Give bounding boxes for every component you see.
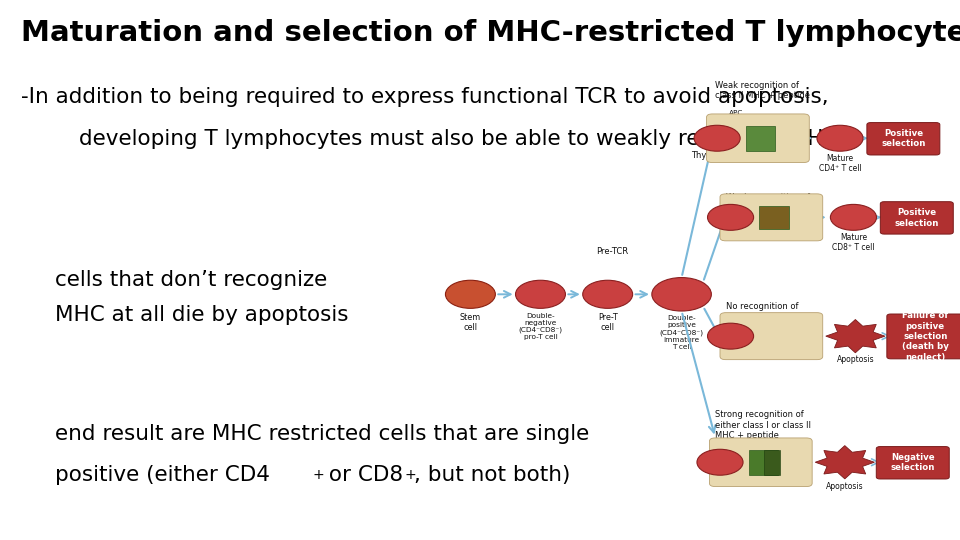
Circle shape <box>694 125 740 151</box>
Text: Double-
positive
(CD4⁻CD8⁻)
immature
T cell: Double- positive (CD4⁻CD8⁻) immature T c… <box>660 315 704 350</box>
Text: end result are MHC restricted cells that are single: end result are MHC restricted cells that… <box>55 424 589 444</box>
Text: Negative
selection: Negative selection <box>891 453 935 472</box>
Text: APC: APC <box>729 110 743 116</box>
FancyBboxPatch shape <box>887 314 960 359</box>
Text: -In addition to being required to express functional TCR to avoid apoptosis,: -In addition to being required to expres… <box>21 87 828 107</box>
Text: Mature
CD8⁺ T cell: Mature CD8⁺ T cell <box>832 233 875 252</box>
Text: Pre-TCR: Pre-TCR <box>596 247 629 256</box>
Polygon shape <box>815 446 875 479</box>
Circle shape <box>817 125 863 151</box>
FancyBboxPatch shape <box>759 206 789 229</box>
Circle shape <box>697 449 743 475</box>
FancyBboxPatch shape <box>746 126 776 151</box>
Circle shape <box>445 280 495 308</box>
Text: Mature
CD4⁺ T cell: Mature CD4⁺ T cell <box>819 154 861 173</box>
FancyBboxPatch shape <box>720 194 823 241</box>
Text: +: + <box>312 468 324 482</box>
Text: MHC at all die by apoptosis: MHC at all die by apoptosis <box>55 305 348 325</box>
FancyBboxPatch shape <box>709 438 812 487</box>
FancyBboxPatch shape <box>867 123 940 155</box>
Circle shape <box>708 323 754 349</box>
Text: Double-
negative
(CD4⁻CD8⁻)
pro-T cell: Double- negative (CD4⁻CD8⁻) pro-T cell <box>518 313 563 340</box>
Text: Maturation and selection of MHC-restricted T lymphocytes: Maturation and selection of MHC-restrict… <box>21 19 960 47</box>
Circle shape <box>708 204 754 230</box>
FancyBboxPatch shape <box>880 201 953 234</box>
Text: Positive
selection: Positive selection <box>881 129 925 149</box>
Text: Apoptosis: Apoptosis <box>836 355 875 364</box>
Text: positive (either CD4: positive (either CD4 <box>55 465 270 485</box>
Text: Pre-T
cell: Pre-T cell <box>598 313 617 332</box>
Text: cells that don’t recognize: cells that don’t recognize <box>55 270 327 290</box>
Text: +: + <box>404 468 416 482</box>
Text: , but not both): , but not both) <box>414 465 570 485</box>
Circle shape <box>830 204 876 230</box>
Text: developing T lymphocytes must also be able to weakly recognize MHC: developing T lymphocytes must also be ab… <box>79 129 838 148</box>
Text: Apoptosis: Apoptosis <box>826 482 864 490</box>
FancyBboxPatch shape <box>720 313 823 360</box>
FancyBboxPatch shape <box>764 450 780 475</box>
Text: Weak recognition of
class I MHC + peptide: Weak recognition of class I MHC + peptid… <box>726 193 818 213</box>
Text: Strong recognition of
either class I or class II
MHC + peptide: Strong recognition of either class I or … <box>715 410 811 440</box>
FancyBboxPatch shape <box>707 114 809 163</box>
Text: No recognition of
MHC + peptide: No recognition of MHC + peptide <box>726 302 799 322</box>
Polygon shape <box>826 320 885 353</box>
Text: Thymocyte: Thymocyte <box>691 151 738 160</box>
Circle shape <box>516 280 565 308</box>
Circle shape <box>652 278 711 311</box>
FancyBboxPatch shape <box>749 450 779 475</box>
Text: or CD8: or CD8 <box>322 465 403 485</box>
FancyBboxPatch shape <box>876 447 949 479</box>
Text: Positive
selection: Positive selection <box>895 208 939 227</box>
Text: Weak recognition of
class II MHC + peptide: Weak recognition of class II MHC + pepti… <box>715 81 810 100</box>
Text: Failure of
positive
selection
(death by
neglect): Failure of positive selection (death by … <box>901 311 948 362</box>
Circle shape <box>583 280 633 308</box>
Text: Stem
cell: Stem cell <box>460 313 481 332</box>
